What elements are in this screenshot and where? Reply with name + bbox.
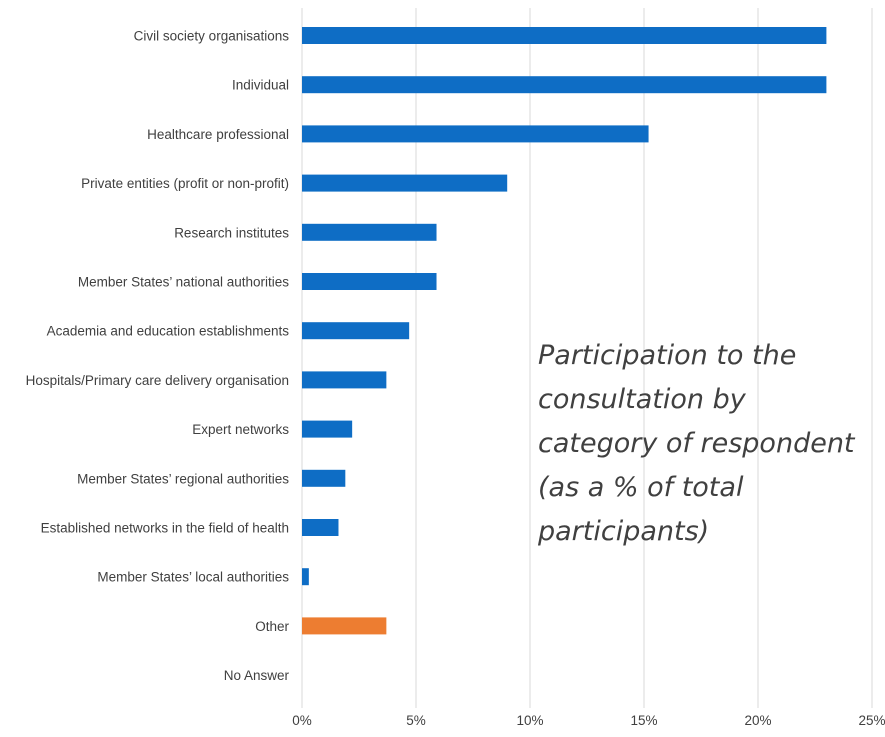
bar-civil-society-organisations	[302, 27, 827, 44]
category-label-no-answer: No Answer	[224, 668, 290, 683]
category-label-private-entities-profit-or-non-profit: Private entities (profit or non-profit)	[81, 176, 289, 191]
bar-member-states-local-authorities	[302, 568, 309, 586]
category-label-civil-society-organisations: Civil society organisations	[134, 29, 290, 44]
bars	[302, 27, 827, 635]
bar-healthcare-professional	[302, 125, 649, 143]
category-label-academia-and-education-establishments: Academia and education establishments	[47, 324, 290, 339]
category-label-member-states-local-authorities: Member States’ local authorities	[97, 570, 289, 585]
category-label-research-institutes: Research institutes	[174, 225, 289, 240]
category-labels: Civil society organisations Individual Hea…	[26, 29, 290, 684]
bar-individual	[302, 76, 827, 94]
x-tick-label: 20%	[744, 713, 771, 728]
category-label-established-networks-in-the-field-of-health: Established networks in the field of hea…	[41, 521, 289, 536]
bar-member-states-national-authorities	[302, 273, 437, 290]
x-tick-label: 15%	[630, 713, 657, 728]
x-tick-label: 25%	[858, 713, 885, 728]
bar-member-states-regional-authorities	[302, 469, 346, 487]
category-label-hospitals-primary-care-delivery-organisation: Hospitals/Primary care delivery organisa…	[26, 373, 289, 388]
x-tick-label: 5%	[406, 713, 426, 728]
bar-established-networks-in-the-field-of-health	[302, 519, 339, 536]
category-label-healthcare-professional: Healthcare professional	[147, 127, 289, 142]
x-tick-labels: 0% 5% 10% 15% 20% 25%	[292, 713, 885, 728]
bar-other	[302, 617, 387, 635]
bar-hospitals-primary-care-delivery-organisation	[302, 371, 387, 389]
x-tick-label: 10%	[516, 713, 543, 728]
category-label-expert-networks: Expert networks	[192, 422, 289, 437]
bar-private-entities-profit-or-non-profit	[302, 174, 508, 192]
bar-research-institutes	[302, 223, 437, 241]
bar-expert-networks	[302, 420, 353, 438]
category-label-individual: Individual	[232, 78, 289, 93]
x-tick-label: 0%	[292, 713, 312, 728]
category-label-member-states-regional-authorities: Member States’ regional authorities	[77, 471, 289, 486]
category-label-member-states-national-authorities: Member States’ national authorities	[78, 275, 289, 290]
chart-title: Participation to the consultation by cat…	[538, 340, 855, 547]
grid-lines	[301, 8, 873, 708]
category-label-other: Other	[255, 619, 289, 634]
bar-academia-and-education-establishments	[302, 322, 410, 340]
